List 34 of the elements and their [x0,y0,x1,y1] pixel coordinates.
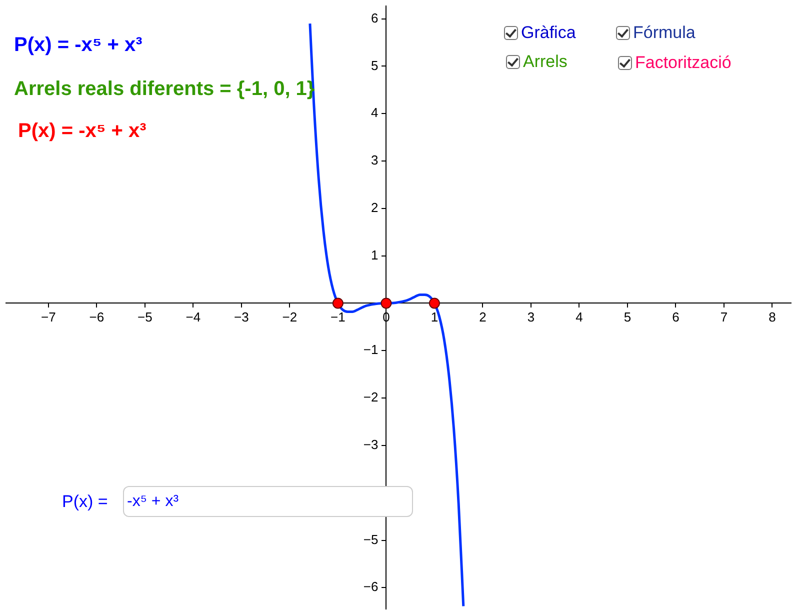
x-tick-label: 6 [672,309,680,324]
x-tick-label: 4 [576,309,583,324]
x-tick-label: 2 [479,309,486,324]
annotation: P(x) = [62,492,108,512]
x-tick-label: −2 [282,309,298,324]
y-tick-label: 5 [370,58,378,73]
x-tick-label: 1 [430,309,438,324]
y-tick-label: 6 [370,10,378,26]
x-tick-label: −4 [186,309,201,324]
annotation: Fórmula [633,23,696,43]
annotation: Gràfica [521,23,576,43]
annotation: Arrels [523,52,568,72]
y-tick-label: −2 [363,390,378,405]
y-tick-label: −3 [363,437,378,452]
x-tick-label: −1 [330,309,346,324]
y-tick-label: −5 [363,532,378,547]
annotation: Factorització [635,53,732,73]
x-tick-label: −5 [138,309,152,324]
annotation: P(x) = -x⁵ + x³ [14,34,142,57]
y-tick-label: 1 [370,247,378,262]
y-tick-label: 4 [370,105,378,120]
annotation: P(x) = -x⁵ + x³ [18,120,146,143]
x-tick-label: −6 [89,309,104,324]
x-tick-label: 3 [527,309,535,324]
y-tick-label: 3 [370,152,378,168]
x-tick-label: −3 [234,309,249,324]
y-tick-label: 2 [370,200,378,215]
x-tick-label: 5 [624,309,632,324]
text-field: -x⁵ + x³ [123,486,413,517]
x-tick-label: 8 [768,309,776,324]
x-tick-label: 7 [720,309,728,324]
y-tick-label: −1 [363,342,378,358]
x-tick-label: −7 [41,309,56,324]
y-tick-label: −6 [363,579,378,594]
